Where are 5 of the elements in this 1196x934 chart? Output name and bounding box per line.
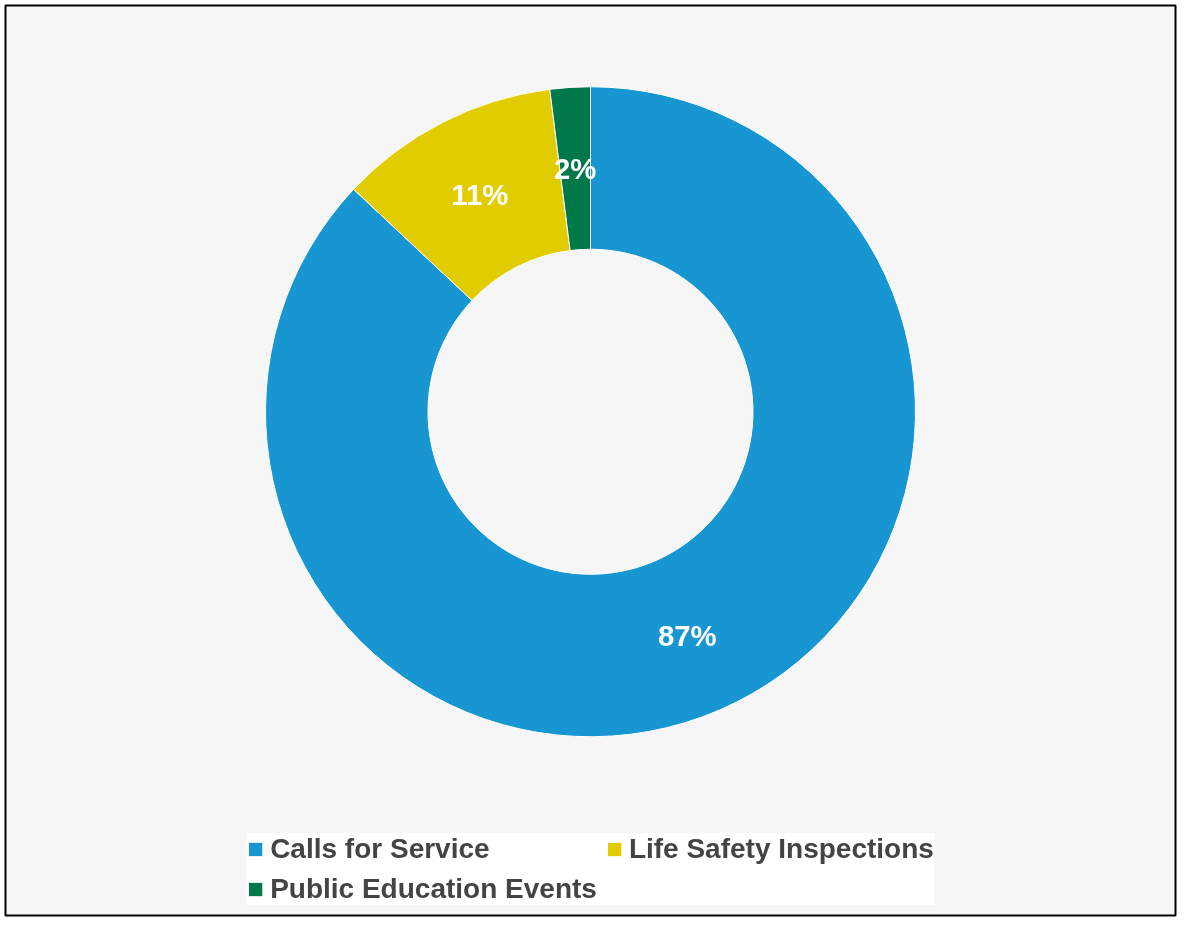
legend-label: Life Safety Inspections [628, 833, 934, 865]
legend-label: Public Education Events [270, 873, 597, 905]
data-label: 87% [657, 618, 717, 652]
legend-label: Calls for Service [270, 833, 490, 865]
data-label: 11% [451, 178, 509, 212]
